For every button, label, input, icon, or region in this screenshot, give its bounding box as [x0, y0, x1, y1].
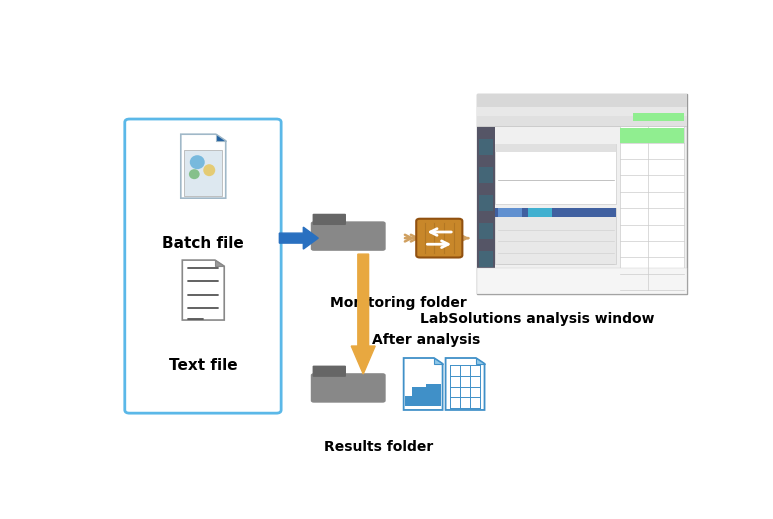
Bar — [528, 208, 552, 217]
Polygon shape — [434, 358, 443, 364]
Bar — [477, 94, 686, 107]
Bar — [495, 208, 616, 264]
Ellipse shape — [203, 164, 215, 176]
Bar — [412, 387, 427, 406]
Bar — [478, 168, 493, 183]
Text: or: or — [196, 267, 211, 282]
Bar — [426, 384, 441, 406]
Bar — [477, 116, 686, 126]
Bar — [477, 126, 686, 128]
FancyBboxPatch shape — [124, 119, 281, 413]
Bar — [477, 268, 686, 294]
Polygon shape — [476, 358, 485, 364]
Bar — [478, 195, 493, 211]
Bar — [478, 251, 493, 267]
Polygon shape — [404, 358, 443, 410]
Bar — [633, 113, 684, 121]
Bar — [620, 126, 683, 290]
Text: Monitoring folder: Monitoring folder — [330, 296, 467, 310]
FancyBboxPatch shape — [416, 218, 462, 257]
Text: Results folder: Results folder — [324, 440, 433, 454]
FancyArrow shape — [279, 227, 318, 249]
Bar — [620, 128, 683, 143]
FancyArrow shape — [351, 254, 375, 374]
Bar — [495, 144, 616, 204]
Bar — [478, 223, 493, 239]
Ellipse shape — [190, 155, 205, 169]
Polygon shape — [216, 134, 226, 141]
Bar — [405, 396, 420, 406]
FancyBboxPatch shape — [311, 373, 386, 403]
Ellipse shape — [189, 169, 199, 179]
Polygon shape — [215, 260, 224, 266]
Bar — [495, 144, 616, 152]
Polygon shape — [445, 358, 485, 410]
Text: After analysis: After analysis — [373, 333, 481, 347]
Bar — [478, 140, 493, 155]
Polygon shape — [181, 134, 226, 198]
Bar — [419, 392, 434, 406]
Bar — [477, 94, 686, 294]
Polygon shape — [182, 260, 224, 320]
Text: LabSolutions analysis window: LabSolutions analysis window — [420, 312, 654, 326]
Text: Text file: Text file — [169, 358, 237, 373]
Bar — [495, 208, 616, 217]
FancyBboxPatch shape — [312, 214, 346, 225]
Bar — [184, 150, 222, 196]
Bar — [477, 107, 686, 116]
Text: Batch file: Batch file — [162, 236, 244, 251]
Bar — [477, 128, 495, 294]
FancyBboxPatch shape — [312, 365, 346, 377]
FancyBboxPatch shape — [311, 221, 386, 251]
Bar — [498, 208, 522, 217]
